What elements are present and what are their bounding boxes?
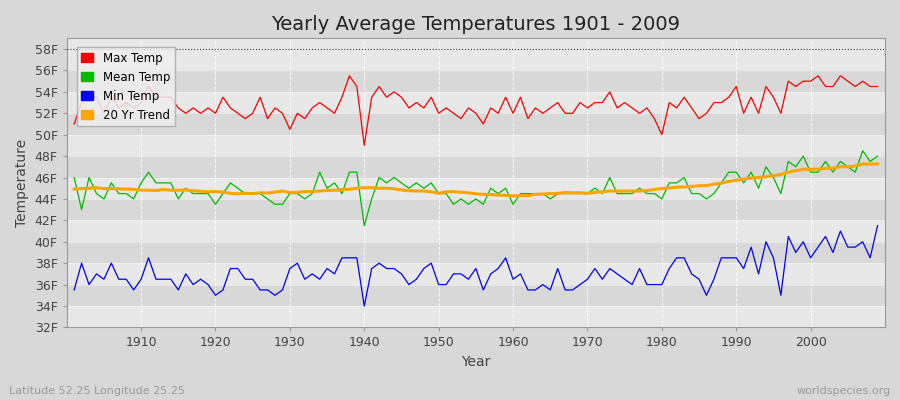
- Bar: [67, 306, 885, 328]
- Bar: [67, 70, 885, 92]
- Text: worldspecies.org: worldspecies.org: [796, 386, 891, 396]
- Bar: [67, 242, 885, 263]
- Bar: [67, 156, 885, 178]
- Bar: [67, 178, 885, 199]
- Bar: [67, 113, 885, 135]
- Bar: [67, 92, 885, 113]
- Bar: [67, 199, 885, 220]
- Bar: [67, 49, 885, 70]
- Legend: Max Temp, Mean Temp, Min Temp, 20 Yr Trend: Max Temp, Mean Temp, Min Temp, 20 Yr Tre…: [76, 47, 175, 126]
- Bar: [67, 220, 885, 242]
- Title: Yearly Average Temperatures 1901 - 2009: Yearly Average Temperatures 1901 - 2009: [272, 15, 680, 34]
- Bar: [67, 135, 885, 156]
- Bar: [67, 284, 885, 306]
- Bar: [67, 263, 885, 284]
- Text: Latitude 52.25 Longitude 25.25: Latitude 52.25 Longitude 25.25: [9, 386, 185, 396]
- Y-axis label: Temperature: Temperature: [15, 139, 29, 227]
- X-axis label: Year: Year: [461, 355, 491, 369]
